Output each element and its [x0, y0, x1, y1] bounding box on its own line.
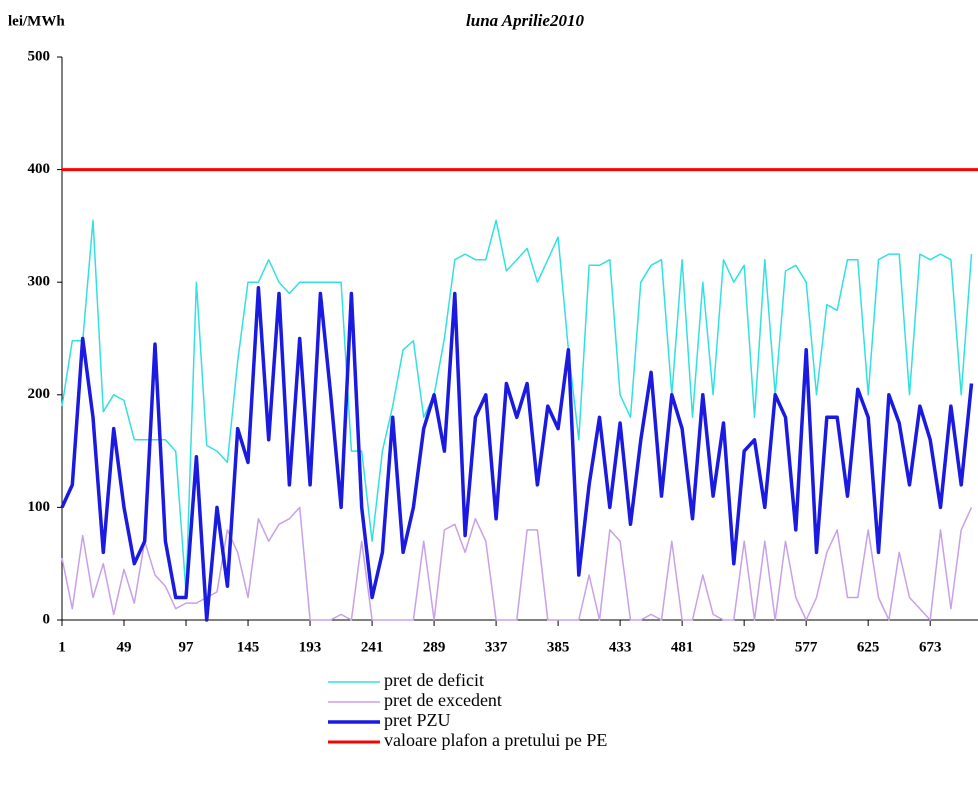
y-tick-label: 400: [28, 161, 51, 177]
x-tick-label: 433: [609, 639, 632, 655]
chart-title: luna Aprilie2010: [466, 11, 584, 30]
x-tick-label: 529: [733, 639, 756, 655]
x-tick-label: 289: [423, 639, 446, 655]
x-tick-label: 385: [547, 639, 570, 655]
legend-label: pret de deficit: [384, 670, 484, 690]
series-line: [61, 219, 973, 593]
x-tick-label: 241: [361, 639, 384, 655]
y-axis-label: lei/MWh: [8, 13, 65, 29]
legend-label: pret PZU: [384, 710, 451, 730]
x-tick-label: 673: [919, 639, 942, 655]
x-tick-label: 577: [795, 639, 818, 655]
x-tick-label: 337: [485, 639, 508, 655]
series-line: [60, 286, 974, 622]
y-tick-label: 100: [28, 499, 51, 515]
x-tick-label: 49: [117, 639, 132, 655]
x-tick-label: 193: [299, 639, 322, 655]
x-tick-label: 97: [179, 639, 195, 655]
y-tick-label: 200: [28, 386, 51, 402]
x-tick-label: 145: [237, 639, 260, 655]
x-tick-label: 625: [857, 639, 880, 655]
legend-label: pret de excedent: [384, 690, 502, 710]
series-line: [61, 506, 973, 621]
x-tick-label: 481: [671, 639, 694, 655]
y-tick-label: 0: [43, 611, 51, 627]
y-tick-label: 300: [28, 274, 51, 290]
y-tick-label: 500: [28, 48, 51, 64]
legend-label: valoare plafon a pretului pe PE: [384, 730, 607, 750]
x-tick-label: 1: [58, 639, 66, 655]
